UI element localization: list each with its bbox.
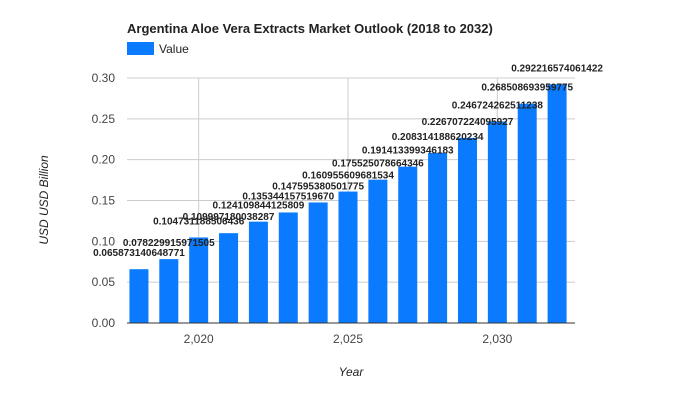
x-tick-label: 2,020 xyxy=(184,332,214,346)
bar[interactable] xyxy=(219,233,239,323)
x-axis-label: Year xyxy=(339,365,365,379)
data-label: 0.246724262511238 xyxy=(452,101,544,112)
y-tick-label: 0.00 xyxy=(92,316,116,330)
y-axis-label: USD USD Billion xyxy=(37,155,51,245)
data-label: 0.268508693959775 xyxy=(481,83,573,94)
data-label: 0.124109844125809 xyxy=(213,201,305,212)
data-label: 0.175525078664346 xyxy=(332,159,424,170)
x-axis-ticks: 2,020 2,025 2,030 xyxy=(184,332,513,346)
data-label: 0.078229915971505 xyxy=(123,238,215,249)
y-tick-label: 0.15 xyxy=(92,194,116,208)
data-label: 0.226707224095927 xyxy=(422,117,514,128)
y-tick-label: 0.10 xyxy=(92,234,116,248)
y-tick-label: 0.30 xyxy=(92,71,116,85)
x-tick-label: 2,025 xyxy=(333,332,363,346)
data-label: 0.208314188620234 xyxy=(392,132,484,143)
data-label: 0.065873140648771 xyxy=(93,248,185,259)
bars xyxy=(129,84,567,324)
bar[interactable] xyxy=(547,84,567,323)
bar[interactable] xyxy=(487,121,507,324)
data-label: 0.135344157519670 xyxy=(242,191,334,202)
bar[interactable] xyxy=(189,237,209,323)
legend-swatch xyxy=(127,42,154,55)
bar[interactable] xyxy=(248,221,268,323)
bar[interactable] xyxy=(159,259,179,323)
legend[interactable]: Value xyxy=(127,42,189,56)
bar[interactable] xyxy=(428,152,448,323)
bar[interactable] xyxy=(278,212,298,323)
chart-title: Argentina Aloe Vera Extracts Market Outl… xyxy=(127,21,493,36)
data-label: 0.147595380501775 xyxy=(272,181,364,192)
bar[interactable] xyxy=(308,202,328,323)
data-label: 0.292216574061422 xyxy=(511,63,603,74)
data-label: 0.160955609681534 xyxy=(302,171,394,182)
bar[interactable] xyxy=(517,103,537,324)
bar[interactable] xyxy=(129,269,149,323)
y-tick-label: 0.20 xyxy=(92,153,116,167)
x-tick-label: 2,030 xyxy=(482,332,512,346)
bar[interactable] xyxy=(398,166,418,323)
y-axis-ticks: 0.00 0.05 0.10 0.15 0.20 0.25 0.30 xyxy=(92,71,116,330)
bar[interactable] xyxy=(338,191,358,323)
bar[interactable] xyxy=(368,179,388,323)
bar[interactable] xyxy=(457,137,477,323)
data-label: 0.109997180038287 xyxy=(183,212,275,223)
data-label: 0.191413399346183 xyxy=(362,146,454,157)
legend-label: Value xyxy=(159,42,189,56)
data-label: 0.104731188506436 xyxy=(153,216,245,227)
y-tick-label: 0.25 xyxy=(92,112,116,126)
y-tick-label: 0.05 xyxy=(92,275,116,289)
